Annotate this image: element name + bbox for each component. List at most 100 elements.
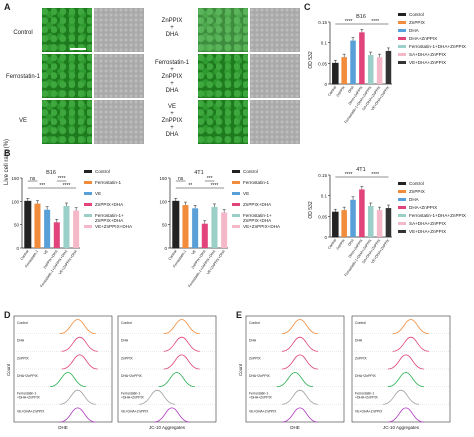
legend-swatch bbox=[232, 192, 240, 195]
row-label: DHA+ZnPPIX bbox=[121, 374, 143, 378]
histogram-trace bbox=[392, 336, 429, 352]
category-label: Control bbox=[327, 238, 337, 250]
row-label: Ferrostatin-1 bbox=[249, 392, 268, 396]
panel-letter-e: E bbox=[236, 310, 243, 320]
histogram-trace bbox=[387, 372, 424, 388]
legend-label: ZnPPIX+DHA bbox=[95, 218, 124, 223]
fluorescence-image bbox=[198, 8, 248, 52]
fluorescence-image bbox=[42, 100, 92, 144]
histogram-trace bbox=[276, 372, 314, 388]
legend-label: SA+DHA+ZnPPIX bbox=[409, 221, 446, 226]
bar bbox=[359, 32, 365, 84]
row-label-znppix-dha: ZnPPIX + DHA bbox=[161, 18, 183, 38]
legend-label: ZnPPIX+DHA bbox=[243, 218, 272, 223]
bar bbox=[376, 210, 383, 237]
brightfield-image bbox=[94, 8, 144, 52]
stat-label: **** bbox=[63, 183, 71, 189]
bar bbox=[341, 210, 347, 237]
brightfield-image bbox=[94, 54, 144, 98]
legend-swatch bbox=[398, 206, 406, 209]
row-label: Control bbox=[121, 321, 132, 325]
legend-label: ZnPPIX bbox=[409, 189, 425, 194]
histogram-trace bbox=[153, 407, 190, 423]
legend-swatch bbox=[398, 214, 406, 217]
legend-swatch bbox=[398, 182, 406, 185]
stat-label: **** bbox=[371, 19, 379, 25]
histogram-trace bbox=[163, 354, 200, 370]
legend-label: VE+DHA+ZnPPIX bbox=[409, 60, 446, 65]
fluorescence-image bbox=[198, 54, 248, 98]
stat-label: **** bbox=[58, 176, 66, 182]
x-axis-label: JC-10 Aggregates bbox=[383, 425, 420, 430]
row-label: DHA bbox=[17, 339, 25, 343]
panel-c-ylabel: OD 532 bbox=[308, 201, 314, 218]
flow-panel: Control DHA ZnPPIX DHA+ZnPPIX Ferrostatin-1+… bbox=[351, 315, 451, 430]
bar bbox=[385, 50, 392, 84]
legend-label: Ferrostatin-1+ bbox=[243, 213, 272, 218]
histogram-trace bbox=[281, 354, 318, 370]
histogram-trace bbox=[163, 336, 200, 352]
legend-label: ZnPPIX bbox=[409, 20, 425, 25]
category-label: VE bbox=[191, 249, 197, 256]
bar bbox=[221, 212, 228, 248]
stat-label: *** bbox=[207, 176, 213, 182]
chart-title: 4T1 bbox=[194, 170, 203, 176]
row-label: +DHA+ZnPPIX bbox=[355, 396, 379, 400]
panel-letter-c: C bbox=[304, 2, 311, 12]
y-tick-label: 50 bbox=[14, 223, 20, 228]
legend-label: Ferrostatin-1+DHA+ZnPPIX bbox=[409, 44, 466, 49]
legend-label: SA+DHA+ZnPPIX bbox=[409, 52, 446, 57]
bar bbox=[63, 206, 70, 248]
legend-swatch bbox=[232, 181, 240, 184]
legend-swatch bbox=[84, 203, 92, 206]
row-label-ve-znppix-dha: VE + ZnPPIX + DHA bbox=[161, 104, 183, 138]
legend-swatch bbox=[398, 190, 406, 193]
legend-swatch bbox=[398, 222, 406, 225]
row-label-ve: VE bbox=[18, 118, 27, 124]
bar bbox=[34, 203, 41, 248]
legend-label: VE bbox=[243, 191, 249, 196]
scale-bar bbox=[70, 48, 86, 50]
y-tick-label: 0 bbox=[324, 82, 327, 87]
histogram-trace bbox=[49, 372, 86, 388]
histogram-trace bbox=[158, 372, 195, 388]
legend-label: DHA+ZnPPIX bbox=[409, 205, 437, 210]
y-tick-label: 0 bbox=[324, 235, 327, 240]
legend-label: Ferrostatin-1+DHA+ZnPPIX bbox=[409, 213, 466, 218]
legend-label: ZnPPIX+DHA bbox=[95, 202, 124, 207]
row-label-ferrostatin: Ferrostatin-1 bbox=[5, 74, 40, 80]
row-label: Ferrostatin-1 bbox=[17, 392, 36, 396]
legend-swatch bbox=[398, 45, 406, 48]
bar bbox=[73, 210, 80, 248]
legend-label: VE+ZnPPIX+DHA bbox=[243, 224, 281, 229]
histogram-trace bbox=[59, 407, 96, 423]
row-label: VE+DHA+ZnPPIX bbox=[17, 409, 45, 413]
row-label: DHA bbox=[121, 339, 129, 343]
legend-swatch bbox=[232, 203, 240, 206]
y-tick-label: 0.05 bbox=[318, 214, 327, 219]
legend-swatch bbox=[398, 21, 406, 24]
bar bbox=[341, 57, 347, 84]
stat-label: ** bbox=[188, 183, 192, 189]
legend-label: Control bbox=[409, 181, 424, 186]
y-tick-label: 0 bbox=[16, 246, 19, 251]
histogram-trace bbox=[281, 336, 318, 352]
category-label: DHA bbox=[347, 85, 355, 94]
row-label-control: Control bbox=[13, 30, 33, 36]
stat-label: ns bbox=[30, 176, 36, 182]
y-tick-label: 0.1 bbox=[321, 194, 328, 199]
y-tick-label: 100 bbox=[159, 199, 167, 204]
bar bbox=[367, 55, 374, 84]
brightfield-image bbox=[250, 100, 300, 144]
y-tick-label: 150 bbox=[159, 176, 167, 181]
bar bbox=[53, 222, 60, 248]
legend-label: Ferrostatin-1 bbox=[95, 180, 121, 185]
panel-e-ylabel: Count bbox=[238, 363, 243, 376]
x-axis-label: DHE bbox=[58, 425, 68, 430]
category-label: DHA bbox=[347, 238, 355, 247]
histogram-trace bbox=[387, 407, 424, 423]
chart-title: B16 bbox=[46, 170, 56, 176]
y-tick-label: 150 bbox=[11, 176, 19, 181]
